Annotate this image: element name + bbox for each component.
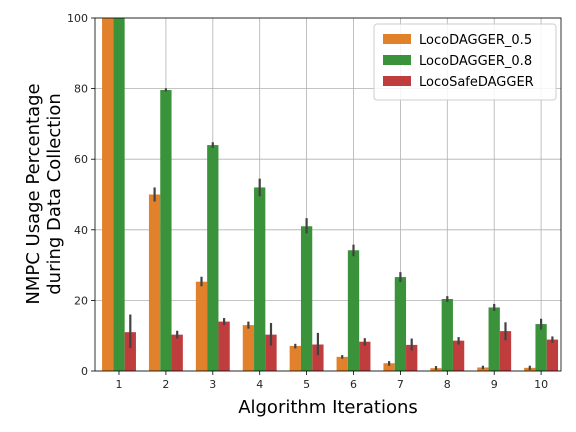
bar-LocoDAGGER_0.8-7	[394, 277, 407, 371]
legend: LocoDAGGER_0.5 LocoDAGGER_0.8 LocoSafeDAGG…	[373, 23, 557, 101]
legend-label-LocoDAGGER_0.8: LocoDAGGER_0.8	[419, 54, 532, 69]
x-tick-label-6: 6	[350, 378, 357, 391]
legend-label-LocoSafeDAGGER: LocoSafeDAGGER	[419, 75, 534, 90]
bar-LocoDAGGER_0.5-1	[102, 18, 114, 371]
bar-LocoSafeDAGGER-2	[171, 334, 183, 371]
x-tick-label-8: 8	[444, 378, 451, 391]
bar-LocoDAGGER_0.8-1	[113, 18, 125, 371]
bar-LocoDAGGER_0.5-2	[148, 194, 161, 371]
x-tick-label-1: 1	[116, 378, 123, 391]
bar-LocoSafeDAGGER-3	[218, 321, 230, 371]
x-tick-label-2: 2	[162, 378, 169, 391]
x-tick-label-3: 3	[209, 378, 216, 391]
bar-LocoDAGGER_0.8-4	[254, 187, 266, 371]
bar-LocoSafeDAGGER-6	[359, 341, 371, 371]
y-tick-label-60: 60	[74, 153, 88, 166]
x-tick-label-7: 7	[397, 378, 404, 391]
legend-swatch-LocoDAGGER_0.8	[383, 55, 411, 65]
plot-frame	[94, 17, 562, 372]
bar-LocoSafeDAGGER-7	[406, 344, 418, 371]
x-axis-title: Algorithm Iterations	[238, 397, 418, 418]
bar-LocoDAGGER_0.8-10	[535, 324, 547, 371]
y-tick-label-40: 40	[74, 224, 88, 237]
bar-LocoDAGGER_0.5-6	[336, 356, 348, 371]
y-tick-label-0: 0	[81, 365, 88, 378]
legend-swatch-LocoSafeDAGGER	[383, 76, 411, 86]
bar-LocoSafeDAGGER-1	[124, 332, 136, 371]
x-tick-label-9: 9	[491, 378, 498, 391]
y-axis-title-line-1: NMPC Usage Percentage	[23, 83, 44, 304]
x-tick-label-10: 10	[534, 378, 548, 391]
bar-LocoDAGGER_0.8-5	[300, 226, 313, 371]
error-bars-group	[129, 88, 554, 370]
bar-LocoDAGGER_0.8-8	[441, 298, 453, 371]
bar-LocoDAGGER_0.5-5	[289, 345, 301, 371]
legend-label-LocoDAGGER_0.5: LocoDAGGER_0.5	[419, 33, 532, 48]
bar-LocoDAGGER_0.8-6	[347, 250, 360, 371]
y-axis-title: NMPC Usage Percentage during Data Collec…	[23, 83, 65, 304]
bar-LocoDAGGER_0.5-3	[195, 281, 208, 371]
bar-LocoSafeDAGGER-5	[312, 344, 324, 371]
y-tick-label-80: 80	[74, 83, 88, 96]
legend-swatch-LocoDAGGER_0.5	[383, 34, 411, 44]
bar-LocoDAGGER_0.5-7	[383, 363, 395, 371]
bars-group	[102, 18, 559, 372]
x-tick-label-5: 5	[303, 378, 310, 391]
x-tick-labels: 1 2 3 4 5 6 7 8 9 10	[116, 371, 548, 391]
bar-LocoSafeDAGGER-9	[499, 331, 512, 371]
bar-LocoDAGGER_0.8-9	[488, 307, 500, 371]
legend-box	[373, 23, 557, 101]
bar-LocoDAGGER_0.8-3	[207, 145, 219, 371]
axes-frame	[94, 17, 562, 372]
bar-LocoSafeDAGGER-8	[452, 340, 465, 371]
y-tick-label-100: 100	[67, 12, 88, 25]
y-tick-labels: 0 20 40 60 80 100	[67, 12, 95, 378]
bar-LocoSafeDAGGER-4	[265, 334, 277, 371]
bar-LocoDAGGER_0.8-2	[160, 90, 172, 372]
x-tick-label-4: 4	[256, 378, 263, 391]
bar-LocoSafeDAGGER-10	[546, 339, 559, 371]
bar-LocoDAGGER_0.5-4	[242, 325, 255, 371]
y-tick-label-20: 20	[74, 294, 88, 307]
y-axis-title-line-2: during Data Collection	[44, 93, 65, 295]
